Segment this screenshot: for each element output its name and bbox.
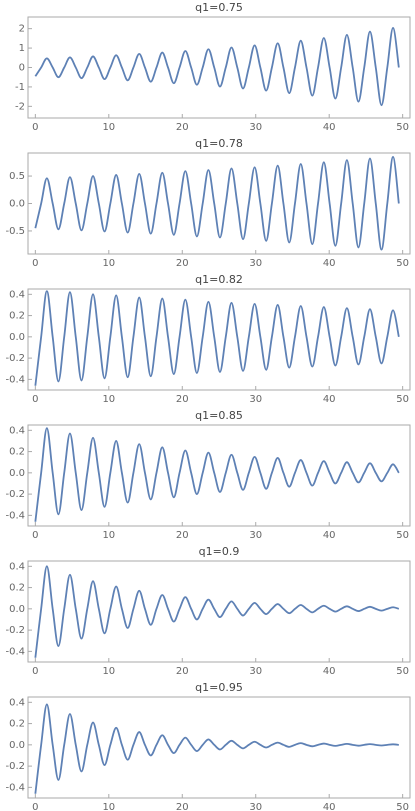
y-tick-label: 0.4	[9, 561, 25, 572]
x-tick-label: 10	[102, 258, 115, 269]
x-tick-label: 30	[249, 802, 262, 811]
plot-frame	[27, 424, 411, 527]
x-tick-label: 0	[32, 122, 38, 133]
x-tick-label: 40	[323, 122, 336, 133]
y-tick-label: 0.2	[9, 583, 25, 594]
x-tick-label: 10	[102, 122, 115, 133]
x-tick-label: 50	[396, 122, 409, 133]
y-tick-label: -1	[15, 82, 25, 93]
x-tick-label: 10	[102, 530, 115, 541]
y-tick-label: -0.4	[5, 374, 25, 385]
x-tick-label: 10	[102, 666, 115, 677]
y-tick-label: 2	[19, 24, 25, 35]
x-tick-label: 20	[176, 122, 189, 133]
x-tick-label: 10	[102, 802, 115, 811]
chart-title: q1=0.85	[195, 409, 243, 422]
y-tick-label: 0.2	[9, 447, 25, 458]
x-tick-label: 30	[249, 666, 262, 677]
chart-title: q1=0.75	[195, 1, 243, 14]
x-tick-label: 40	[323, 394, 336, 405]
x-tick-label: 0	[32, 530, 38, 541]
y-tick-label: -0.4	[5, 510, 25, 521]
chart-title: q1=0.78	[195, 137, 243, 150]
y-tick-label: 0.0	[9, 740, 25, 751]
data-line	[34, 703, 399, 794]
y-tick-label: 1	[19, 43, 25, 54]
x-tick-label: 0	[32, 666, 38, 677]
x-tick-label: 0	[32, 802, 38, 811]
x-tick-label: 20	[176, 802, 189, 811]
data-line	[34, 565, 400, 658]
data-line	[34, 155, 400, 251]
y-tick-label: -0.5	[5, 226, 25, 237]
x-tick-label: 50	[396, 802, 409, 811]
x-tick-label: 30	[249, 530, 262, 541]
y-tick-label: -2	[15, 101, 25, 112]
y-tick-label: 0.0	[9, 468, 25, 479]
y-tick-label: 0.0	[9, 199, 25, 210]
data-line	[34, 427, 400, 522]
data-line	[34, 290, 400, 386]
y-tick-label: 0.4	[9, 425, 25, 436]
chart-title: q1=0.95	[195, 681, 243, 694]
x-tick-label: 20	[176, 530, 189, 541]
x-tick-label: 30	[249, 258, 262, 269]
y-tick-label: 0	[19, 63, 25, 74]
x-tick-label: 40	[323, 530, 336, 541]
y-tick-label: -0.4	[5, 782, 25, 793]
x-tick-label: 50	[396, 394, 409, 405]
plot-frame	[27, 288, 411, 391]
y-tick-label: 0.4	[9, 289, 25, 300]
plot-frame	[27, 560, 411, 663]
x-tick-label: 50	[396, 258, 409, 269]
y-tick-label: 0.4	[9, 697, 25, 708]
x-tick-label: 0	[32, 258, 38, 269]
y-tick-label: -0.2	[5, 625, 25, 636]
x-tick-label: 20	[176, 666, 189, 677]
x-tick-label: 40	[323, 666, 336, 677]
x-tick-label: 30	[249, 394, 262, 405]
x-tick-label: 0	[32, 394, 38, 405]
y-tick-label: 0.2	[9, 719, 25, 730]
x-tick-label: 30	[249, 122, 262, 133]
x-tick-label: 50	[396, 530, 409, 541]
x-tick-label: 20	[176, 394, 189, 405]
y-tick-label: 0.5	[9, 171, 25, 182]
y-tick-label: -0.2	[5, 489, 25, 500]
y-tick-label: -0.2	[5, 761, 25, 772]
y-tick-label: -0.4	[5, 646, 25, 657]
x-tick-label: 40	[323, 258, 336, 269]
x-tick-label: 20	[176, 258, 189, 269]
x-tick-label: 40	[323, 802, 336, 811]
x-tick-label: 50	[396, 666, 409, 677]
plot-frame	[27, 696, 411, 799]
x-tick-label: 10	[102, 394, 115, 405]
y-tick-label: 0.0	[9, 604, 25, 615]
chart-title: q1=0.9	[199, 545, 240, 558]
y-tick-label: 0.2	[9, 311, 25, 322]
y-tick-label: 0.0	[9, 332, 25, 343]
data-line	[34, 26, 400, 107]
chart-title: q1=0.82	[195, 273, 243, 286]
y-tick-label: -0.2	[5, 353, 25, 364]
